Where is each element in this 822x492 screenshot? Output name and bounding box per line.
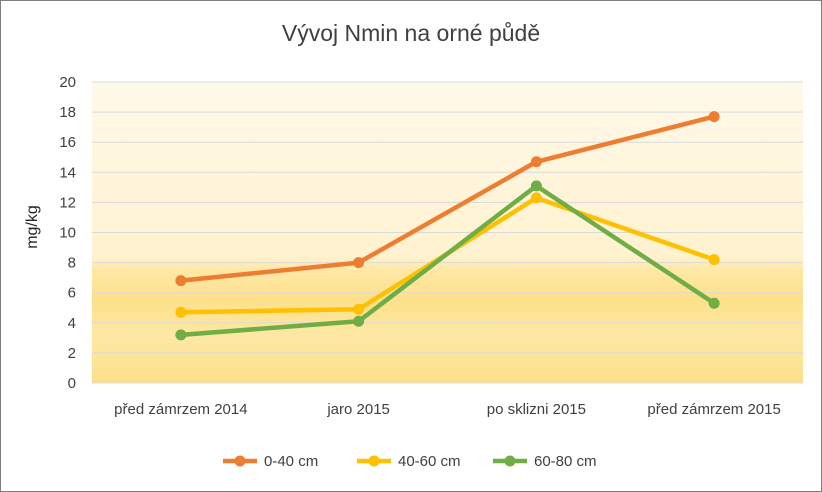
- data-point: [708, 254, 720, 266]
- data-point: [708, 297, 720, 309]
- x-tick-label: před zámrzem 2015: [647, 401, 780, 418]
- legend-label: 40-60 cm: [398, 453, 461, 470]
- series-line-3: [178, 183, 717, 338]
- y-tick-label: 12: [59, 194, 76, 211]
- legend-label: 60-80 cm: [534, 453, 597, 470]
- y-tick-label: 4: [68, 315, 76, 332]
- x-tick-label: jaro 2015: [326, 401, 390, 418]
- y-tick-label: 8: [68, 255, 76, 272]
- y-tick-label: 20: [59, 74, 76, 91]
- legend-marker: [234, 455, 246, 467]
- data-point: [353, 315, 365, 327]
- data-point: [708, 111, 720, 123]
- data-point: [175, 306, 187, 318]
- y-tick-label: 16: [59, 134, 76, 151]
- y-tick-label: 18: [59, 104, 76, 121]
- legend-marker: [368, 455, 380, 467]
- y-tick-label: 14: [59, 164, 76, 181]
- series-line-1: [178, 114, 717, 283]
- data-point: [175, 329, 187, 341]
- x-tick-label: po sklizni 2015: [487, 401, 586, 418]
- legend-marker: [504, 455, 516, 467]
- y-tick-label: 2: [68, 345, 76, 362]
- y-tick-label: 0: [68, 375, 76, 392]
- chart-title: Vývoj Nmin na orné půdě: [281, 20, 541, 46]
- x-tick-label: před zámrzem 2014: [114, 401, 247, 418]
- data-point: [175, 275, 187, 287]
- y-tick-label: 10: [59, 225, 76, 242]
- data-point: [530, 156, 542, 168]
- data-point: [353, 257, 365, 269]
- legend-label: 0-40 cm: [264, 453, 318, 470]
- y-tick-label: 6: [68, 285, 76, 302]
- data-point: [530, 180, 542, 192]
- data-point: [353, 303, 365, 315]
- data-point: [530, 192, 542, 204]
